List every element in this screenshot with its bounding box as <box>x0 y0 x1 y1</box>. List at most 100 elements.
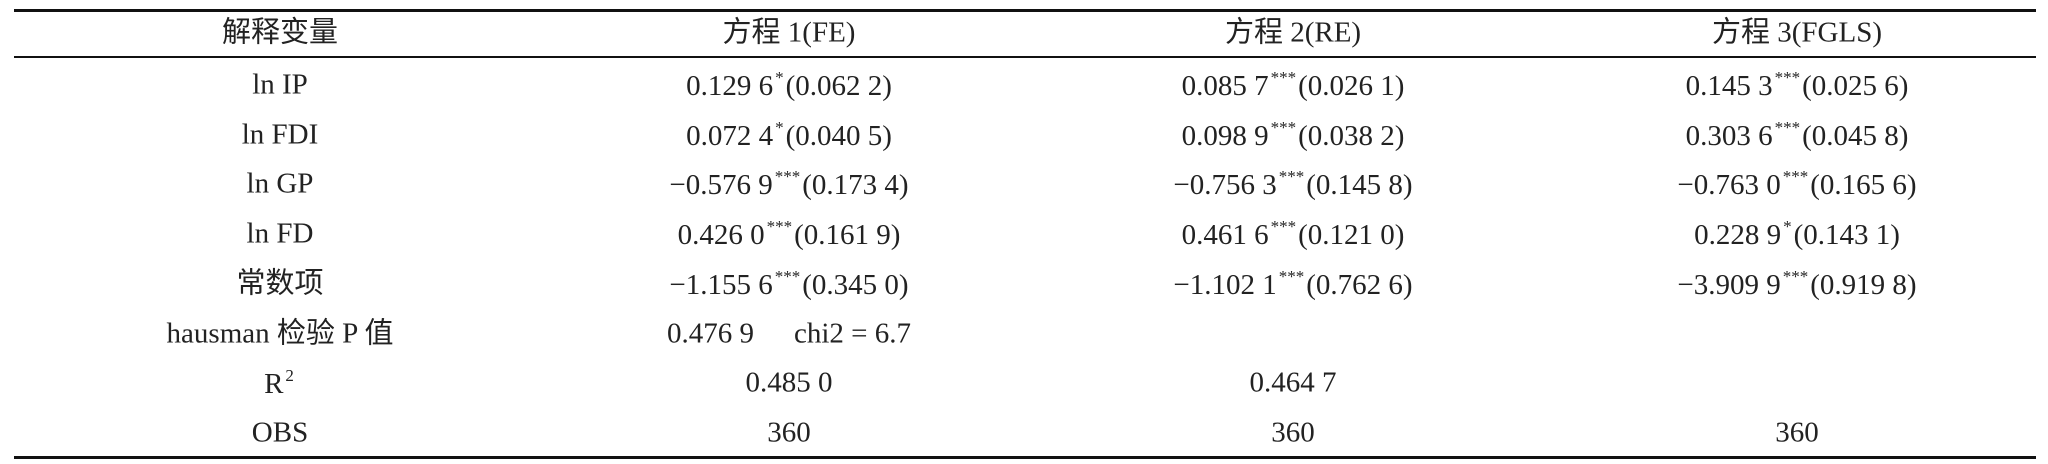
standard-error: (0.345 0) <box>802 268 909 301</box>
significance-stars: * <box>775 117 784 137</box>
standard-error: (0.161 9) <box>794 219 901 252</box>
significance-stars: *** <box>1782 167 1809 187</box>
test-note: chi2 = 6.7 <box>793 317 912 349</box>
significance-stars: *** <box>1774 117 1801 137</box>
row-label: ln FDI <box>242 120 319 149</box>
value-cell: 0.461 6 ***(0.121 0) <box>1182 218 1405 250</box>
bottom-rule <box>14 456 2036 459</box>
coefficient: 360 <box>1271 416 1315 449</box>
label-superscript: 2 <box>285 366 294 386</box>
standard-error: (0.040 5) <box>785 119 892 152</box>
value-cell: −0.763 0 ***(0.165 6) <box>1677 168 1916 200</box>
header-text: 方程 2(RE) <box>1224 16 1362 49</box>
value-cell: 360 <box>1775 418 1819 447</box>
coefficient: 0.072 4 <box>686 119 774 152</box>
row-label: 常数项 <box>236 269 323 298</box>
value-cell: 0.485 0 <box>745 366 833 399</box>
coefficient: 0.476 9 <box>666 317 754 349</box>
coefficient: 0.098 9 <box>1181 119 1269 152</box>
header-text: 方程 3(FGLS) <box>1712 16 1882 49</box>
value-cell: 0.476 9 chi2 = 6.7 <box>667 319 911 348</box>
coefficient: 0.129 6 <box>686 70 774 102</box>
coefficient: 360 <box>767 416 811 449</box>
coefficient: −1.102 1 <box>1173 268 1277 301</box>
standard-error: (0.038 2) <box>1298 119 1405 152</box>
value-cell: −0.756 3 ***(0.145 8) <box>1173 168 1412 200</box>
coefficient: −1.155 6 <box>669 268 773 301</box>
coefficient: 0.228 9 <box>1694 219 1782 252</box>
row-label: ln FD <box>246 217 314 250</box>
significance-stars: *** <box>766 217 793 237</box>
standard-error: (0.173 4) <box>802 169 909 202</box>
label-text: OBS <box>251 416 309 449</box>
standard-error: (0.025 6) <box>1802 70 1909 102</box>
label-text: 常数项 <box>236 267 324 300</box>
coefficient: 0.485 0 <box>745 366 833 399</box>
significance-stars: *** <box>1782 266 1809 286</box>
label-text: ln IP <box>252 68 308 101</box>
significance-stars: *** <box>1278 266 1305 286</box>
standard-error: (0.143 1) <box>1793 219 1900 252</box>
coefficient: −0.756 3 <box>1173 169 1277 202</box>
value-cell: 360 <box>1271 418 1315 447</box>
header-rule <box>14 56 2036 58</box>
significance-stars: *** <box>774 266 801 286</box>
significance-stars: * <box>775 68 784 87</box>
value-cell: 360 <box>767 418 811 447</box>
label-text: ln GP <box>246 167 314 200</box>
label-text: hausman 检验 P 值 <box>166 317 394 349</box>
value-cell: −0.576 9 ***(0.173 4) <box>669 168 908 200</box>
value-cell: 0.129 6 *(0.062 2) <box>686 69 892 101</box>
value-cell: 0.426 0 ***(0.161 9) <box>678 218 901 250</box>
value-cell: −3.909 9 ***(0.919 8) <box>1677 268 1916 300</box>
coefficient: 0.426 0 <box>677 219 765 252</box>
value-cell: 0.072 4 *(0.040 5) <box>686 119 892 151</box>
header-text: 解释变量 <box>221 16 339 49</box>
coefficient: 0.085 7 <box>1181 70 1269 102</box>
value-cell: 0.303 6 ***(0.045 8) <box>1686 119 1909 151</box>
standard-error: (0.919 8) <box>1810 268 1917 301</box>
significance-stars: *** <box>774 167 801 187</box>
header-text: 方程 1(FE) <box>722 16 856 49</box>
value-cell: 0.464 7 <box>1249 366 1337 399</box>
coefficient: −3.909 9 <box>1677 268 1781 301</box>
coefficient: 0.303 6 <box>1685 119 1773 152</box>
label-text: ln FD <box>246 217 314 250</box>
significance-stars: *** <box>1270 217 1297 237</box>
standard-error: (0.045 8) <box>1802 119 1909 152</box>
standard-error: (0.145 8) <box>1306 169 1413 202</box>
value-cell: 0.145 3 ***(0.025 6) <box>1686 69 1909 101</box>
significance-stars: *** <box>1270 68 1297 87</box>
label-text: R <box>264 368 284 401</box>
coefficient: 360 <box>1775 416 1819 449</box>
significance-stars: *** <box>1774 68 1801 87</box>
coefficient: 0.145 3 <box>1685 70 1773 102</box>
row-label: ln GP <box>246 167 314 200</box>
top-rule <box>14 9 2036 12</box>
row-label: OBS <box>252 418 308 447</box>
header-cell: 方程 1(FE) <box>722 16 856 49</box>
value-cell: 0.228 9 *(0.143 1) <box>1694 218 1900 250</box>
label-text: ln FDI <box>241 118 319 151</box>
significance-stars: *** <box>1278 167 1305 187</box>
standard-error: (0.062 2) <box>785 70 892 102</box>
significance-stars: *** <box>1270 117 1297 137</box>
coefficient: −0.763 0 <box>1677 169 1781 202</box>
header-cell: 解释变量 <box>221 16 339 49</box>
standard-error: (0.121 0) <box>1298 219 1405 252</box>
value-cell: −1.155 6 ***(0.345 0) <box>669 268 908 300</box>
standard-error: (0.762 6) <box>1306 268 1413 301</box>
coefficient: 0.464 7 <box>1249 366 1337 399</box>
value-cell: −1.102 1 ***(0.762 6) <box>1173 268 1412 300</box>
header-cell: 方程 2(RE) <box>1224 16 1362 49</box>
header-cell: 方程 3(FGLS) <box>1712 16 1882 49</box>
coefficient: −0.576 9 <box>669 169 773 202</box>
value-cell: 0.085 7 ***(0.026 1) <box>1182 69 1405 101</box>
value-cell: 0.098 9 ***(0.038 2) <box>1182 119 1405 151</box>
row-label: ln IP <box>252 68 308 101</box>
coefficient: 0.461 6 <box>1181 219 1269 252</box>
significance-stars: * <box>1783 217 1792 237</box>
standard-error: (0.165 6) <box>1810 169 1917 202</box>
